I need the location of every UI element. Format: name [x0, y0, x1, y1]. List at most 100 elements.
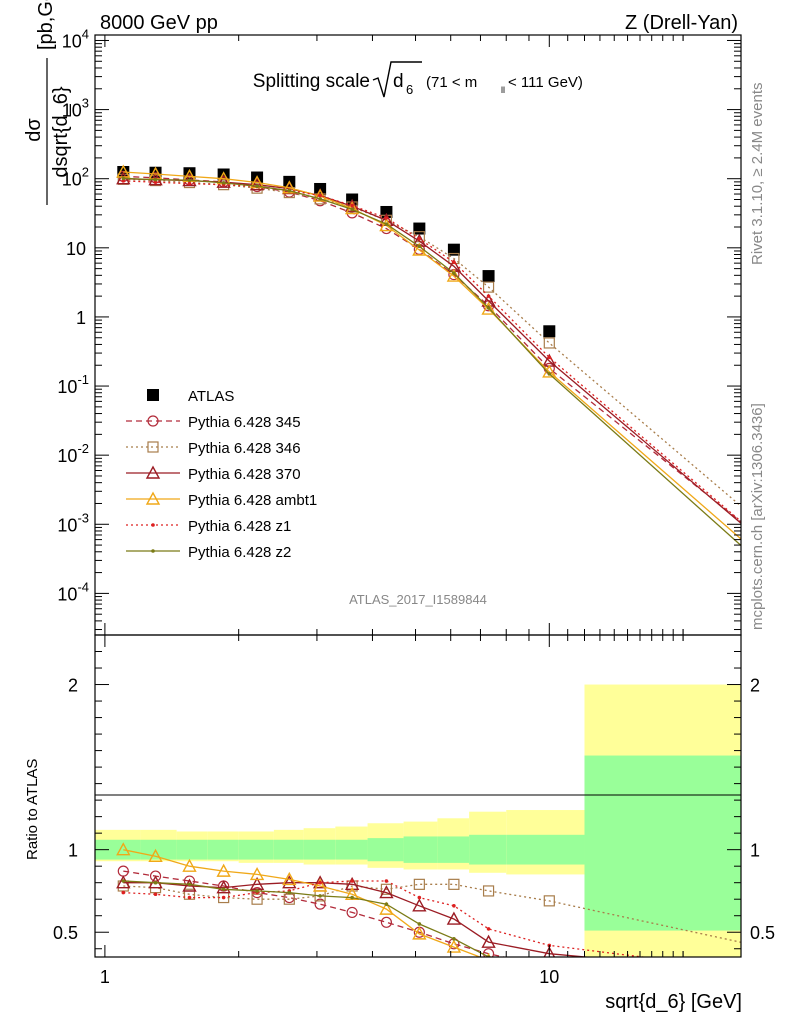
band-inner-bin: [584, 755, 741, 931]
band-inner-bin: [238, 839, 274, 860]
ratio-line-p345: [123, 870, 507, 957]
y-tick-label: 102: [62, 165, 89, 190]
ratio-point-ambt1: [116, 842, 131, 856]
legend-swatch-atlas: [147, 389, 159, 401]
legend-label: Pythia 6.428 ambt1: [188, 492, 317, 509]
ratio-point-ambt1: [412, 926, 427, 940]
title-cut-sub: ll: [501, 85, 505, 95]
mcplots-credit: mcplots.cern.ch [arXiv:1306.3436]: [749, 403, 766, 630]
series-line-p346: [123, 178, 741, 507]
ratio-point-p345: [380, 916, 393, 928]
ratio-point-z2: [318, 894, 322, 898]
legend-marker-p370: [145, 465, 161, 479]
ratio-point-z1: [121, 890, 126, 895]
band-inner-bin: [367, 838, 404, 862]
ratio-point-p370: [379, 885, 394, 899]
ratio-point-ambt1: [148, 848, 163, 862]
legend-label: ATLAS: [188, 388, 234, 405]
ratio-point-p370: [282, 875, 297, 889]
title-cut-end: < 111 GeV): [508, 74, 583, 91]
y-tick-label: 104: [62, 26, 89, 51]
ratio-point-p370: [116, 875, 131, 889]
ratio-point-p345: [743, 965, 753, 975]
ratio-line-p370: [123, 882, 593, 957]
point-p346: [149, 174, 162, 187]
ratio-point-p370: [412, 898, 427, 912]
point-z1: [486, 294, 491, 298]
ratio-y-tick-label-left: 1: [68, 841, 78, 861]
band-inner-bin: [335, 839, 368, 860]
ratio-point-p370: [216, 880, 231, 894]
ratio-y-tick-label-right: 1: [750, 841, 760, 861]
ratio-point-ambt1: [182, 858, 197, 872]
rivet-version: Rivet 3.1.10, ≥ 2.4M events: [749, 83, 766, 266]
point-z1: [384, 216, 389, 220]
point-z2: [287, 188, 292, 193]
point-z2: [417, 244, 422, 249]
ylabel-den: dsqrt{d_6}: [50, 86, 72, 178]
ratio-y-tick-label-left: 0.5: [53, 923, 78, 943]
ratio-point-z2: [187, 882, 192, 887]
band-inner-bin: [437, 836, 470, 863]
point-z2: [255, 184, 259, 188]
series-line-z1: [123, 180, 741, 523]
x-tick-label: 10: [539, 967, 559, 987]
x-axis-label: sqrt{d_6} [GeV]: [605, 991, 742, 1013]
point-z1: [547, 355, 552, 360]
ratio-point-z1: [350, 879, 354, 883]
point-p346: [482, 281, 495, 293]
ratio-point-ambt1: [216, 863, 231, 877]
legend-marker-ambt1: [145, 491, 161, 505]
point-ambt1: [282, 180, 297, 194]
ratio-point-z2: [417, 922, 422, 926]
point-z1: [417, 237, 422, 241]
ratio-point-z2: [746, 993, 750, 997]
ratio-point-p370: [742, 966, 754, 977]
point-z1: [452, 260, 456, 264]
ratio-point-p346: [380, 883, 393, 895]
ratio-point-z1: [187, 895, 192, 900]
atlas-point: [543, 325, 556, 338]
legend-label: Pythia 6.428 346: [188, 440, 301, 457]
legend-marker-p346: [147, 441, 159, 453]
ratio-point-z1: [153, 892, 158, 897]
point-z2: [384, 222, 389, 226]
band-inner-bin: [273, 839, 304, 860]
ratio-y-tick-label-right: 2: [750, 676, 760, 696]
ratio-point-z1: [384, 879, 389, 883]
plot-title: Splitting scale d 6 (71 < m ll < 111 GeV…: [253, 61, 583, 98]
ratio-point-z1: [486, 927, 491, 931]
ratio-line-z1: [123, 880, 648, 957]
point-z1: [153, 180, 158, 184]
point-z2: [452, 271, 456, 275]
ratio-series-group: [116, 842, 754, 997]
ratio-point-p370: [446, 911, 462, 925]
ratio-point-p345: [346, 906, 358, 919]
point-z1: [318, 193, 322, 198]
y-tick-label: 1: [76, 308, 86, 328]
ratio-point-z1: [221, 895, 226, 900]
ratio-line-z2: [123, 880, 491, 957]
ylabel-unit: [pb,GeV: [35, 0, 57, 50]
ratio-ylabel: Ratio to ATLAS: [24, 759, 41, 860]
legend-label: Pythia 6.428 z1: [188, 518, 291, 535]
title-var-sub: 6: [406, 82, 413, 97]
ratio-plot-frame: [94, 634, 742, 958]
legend-marker-p345: [147, 415, 159, 427]
ratio-point-p346: [413, 878, 425, 890]
point-p370: [249, 177, 265, 191]
reference-bands: [95, 684, 741, 957]
legend-label: Pythia 6.428 z2: [188, 544, 291, 561]
ratio-point-ambt1: [282, 871, 297, 886]
ratio-point-z2: [255, 889, 259, 893]
ratio-point-z2: [350, 895, 354, 900]
point-z2: [547, 372, 552, 376]
point-ambt1: [312, 188, 328, 202]
point-p370: [481, 293, 496, 307]
series-line-ambt1: [123, 171, 741, 540]
point-p346: [543, 337, 555, 349]
point-z2: [153, 177, 158, 182]
ratio-line-ambt1: [123, 849, 482, 957]
sqrt-sign: [372, 61, 422, 98]
